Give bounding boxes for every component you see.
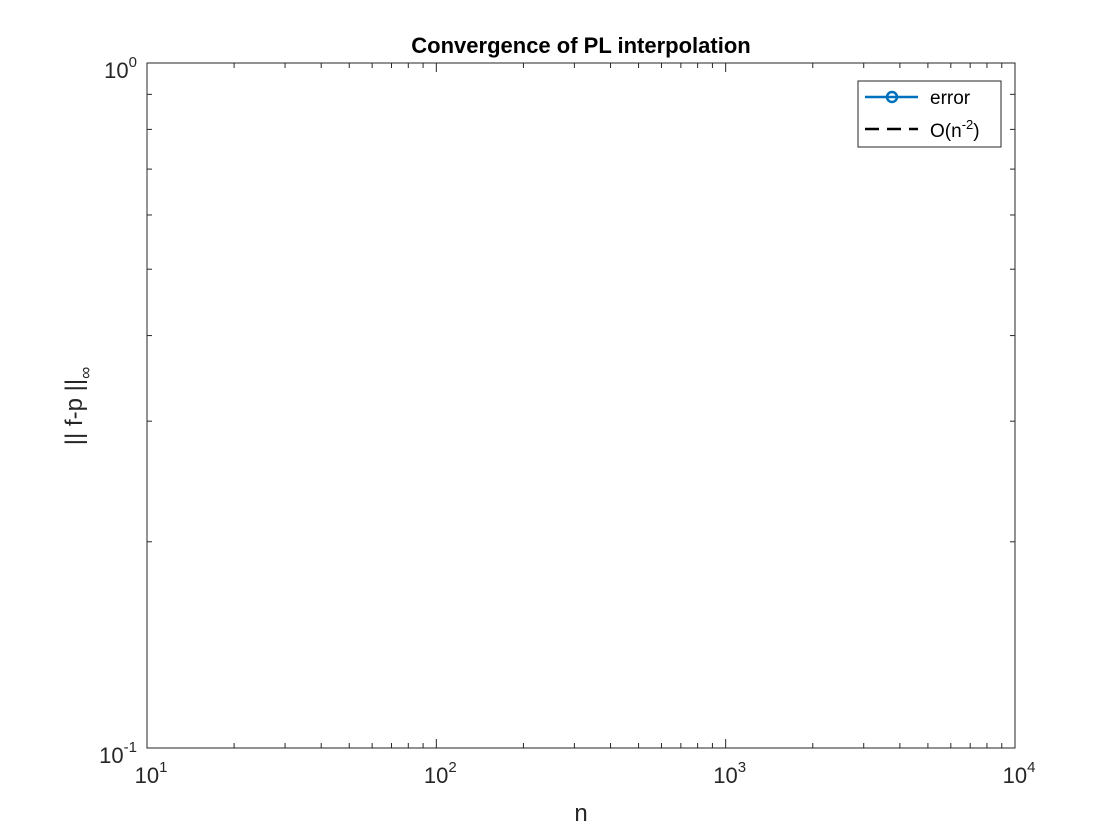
y-tick-label: 10-1	[99, 739, 137, 768]
legend-item-order: O(n-2)	[865, 117, 980, 142]
legend: error O(n-2)	[857, 80, 1002, 148]
x-tick-label-exponent: 4	[1027, 759, 1035, 776]
y-tick-label-exponent: -1	[124, 739, 137, 756]
x-tick-label: 101	[135, 759, 168, 788]
legend-label-error: error	[930, 88, 971, 109]
x-tick-label-exponent: 3	[738, 759, 746, 776]
x-axis-label: n	[574, 800, 587, 827]
legend-item-error: error	[865, 88, 971, 109]
y-axis-label: || f-p ||∞	[61, 367, 95, 445]
x-tick-labels: 101 102 103 104	[135, 759, 1036, 788]
y-tick-label-base: 10	[99, 743, 123, 768]
x-tick-label-base: 10	[424, 763, 448, 788]
x-tick-label-base: 10	[135, 763, 159, 788]
legend-label-order-main: O(n	[930, 121, 962, 142]
y-tick-label-exponent: 0	[129, 54, 137, 71]
minor-ticks	[147, 63, 1015, 748]
legend-marker-error	[885, 90, 899, 104]
legend-label-order: O(n-2)	[930, 117, 980, 142]
x-tick-label-exponent: 2	[448, 759, 456, 776]
y-tick-label-base: 10	[104, 58, 128, 83]
legend-box	[857, 80, 1002, 148]
x-tick-label: 103	[713, 759, 746, 788]
y-tick-label: 100	[104, 54, 137, 83]
major-ticks	[146, 62, 1016, 749]
chart-title: Convergence of PL interpolation	[411, 33, 750, 58]
legend-label-order-sup: -2	[962, 117, 974, 132]
x-tick-label-base: 10	[713, 763, 737, 788]
x-tick-label: 102	[424, 759, 457, 788]
plot-area	[146, 62, 1016, 749]
x-tick-label-base: 10	[1003, 763, 1027, 788]
x-tick-label-exponent: 1	[159, 759, 167, 776]
y-axis-label-main: || f-p ||	[61, 379, 88, 445]
y-axis-label-subscript: ∞	[76, 367, 95, 379]
legend-label-order-suffix: )	[973, 121, 979, 142]
x-tick-label: 104	[1003, 759, 1036, 788]
